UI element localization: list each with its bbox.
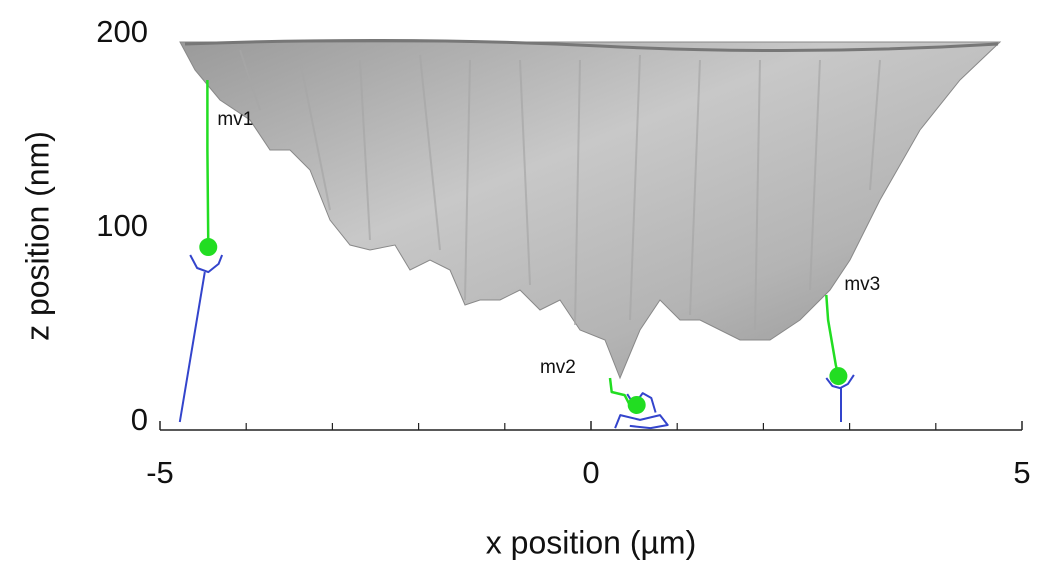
trace-line — [178, 271, 206, 423]
y-tick-label: 0 — [131, 402, 148, 437]
trajectory-dot — [199, 238, 218, 257]
y-axis-label: z position (nm) — [19, 131, 55, 341]
x-tick-label: 0 — [582, 455, 599, 490]
trajectory-line — [825, 294, 840, 377]
x-axis-label: x position (µm) — [486, 524, 696, 560]
surface — [179, 38, 1002, 380]
y-tick-label: 200 — [96, 14, 148, 49]
trace-line — [614, 414, 669, 430]
y-tick-label: 100 — [96, 208, 148, 243]
trajectory-dot — [627, 395, 646, 414]
trajectory-dot — [829, 367, 848, 386]
x-tick-label: 5 — [1013, 455, 1030, 490]
series-label: mv2 — [540, 357, 576, 378]
series-label: mv1 — [217, 109, 253, 130]
trace-line — [189, 254, 224, 274]
trajectory-line — [206, 80, 210, 248]
x-tick-label: -5 — [146, 455, 174, 490]
series-label: mv3 — [844, 274, 880, 295]
